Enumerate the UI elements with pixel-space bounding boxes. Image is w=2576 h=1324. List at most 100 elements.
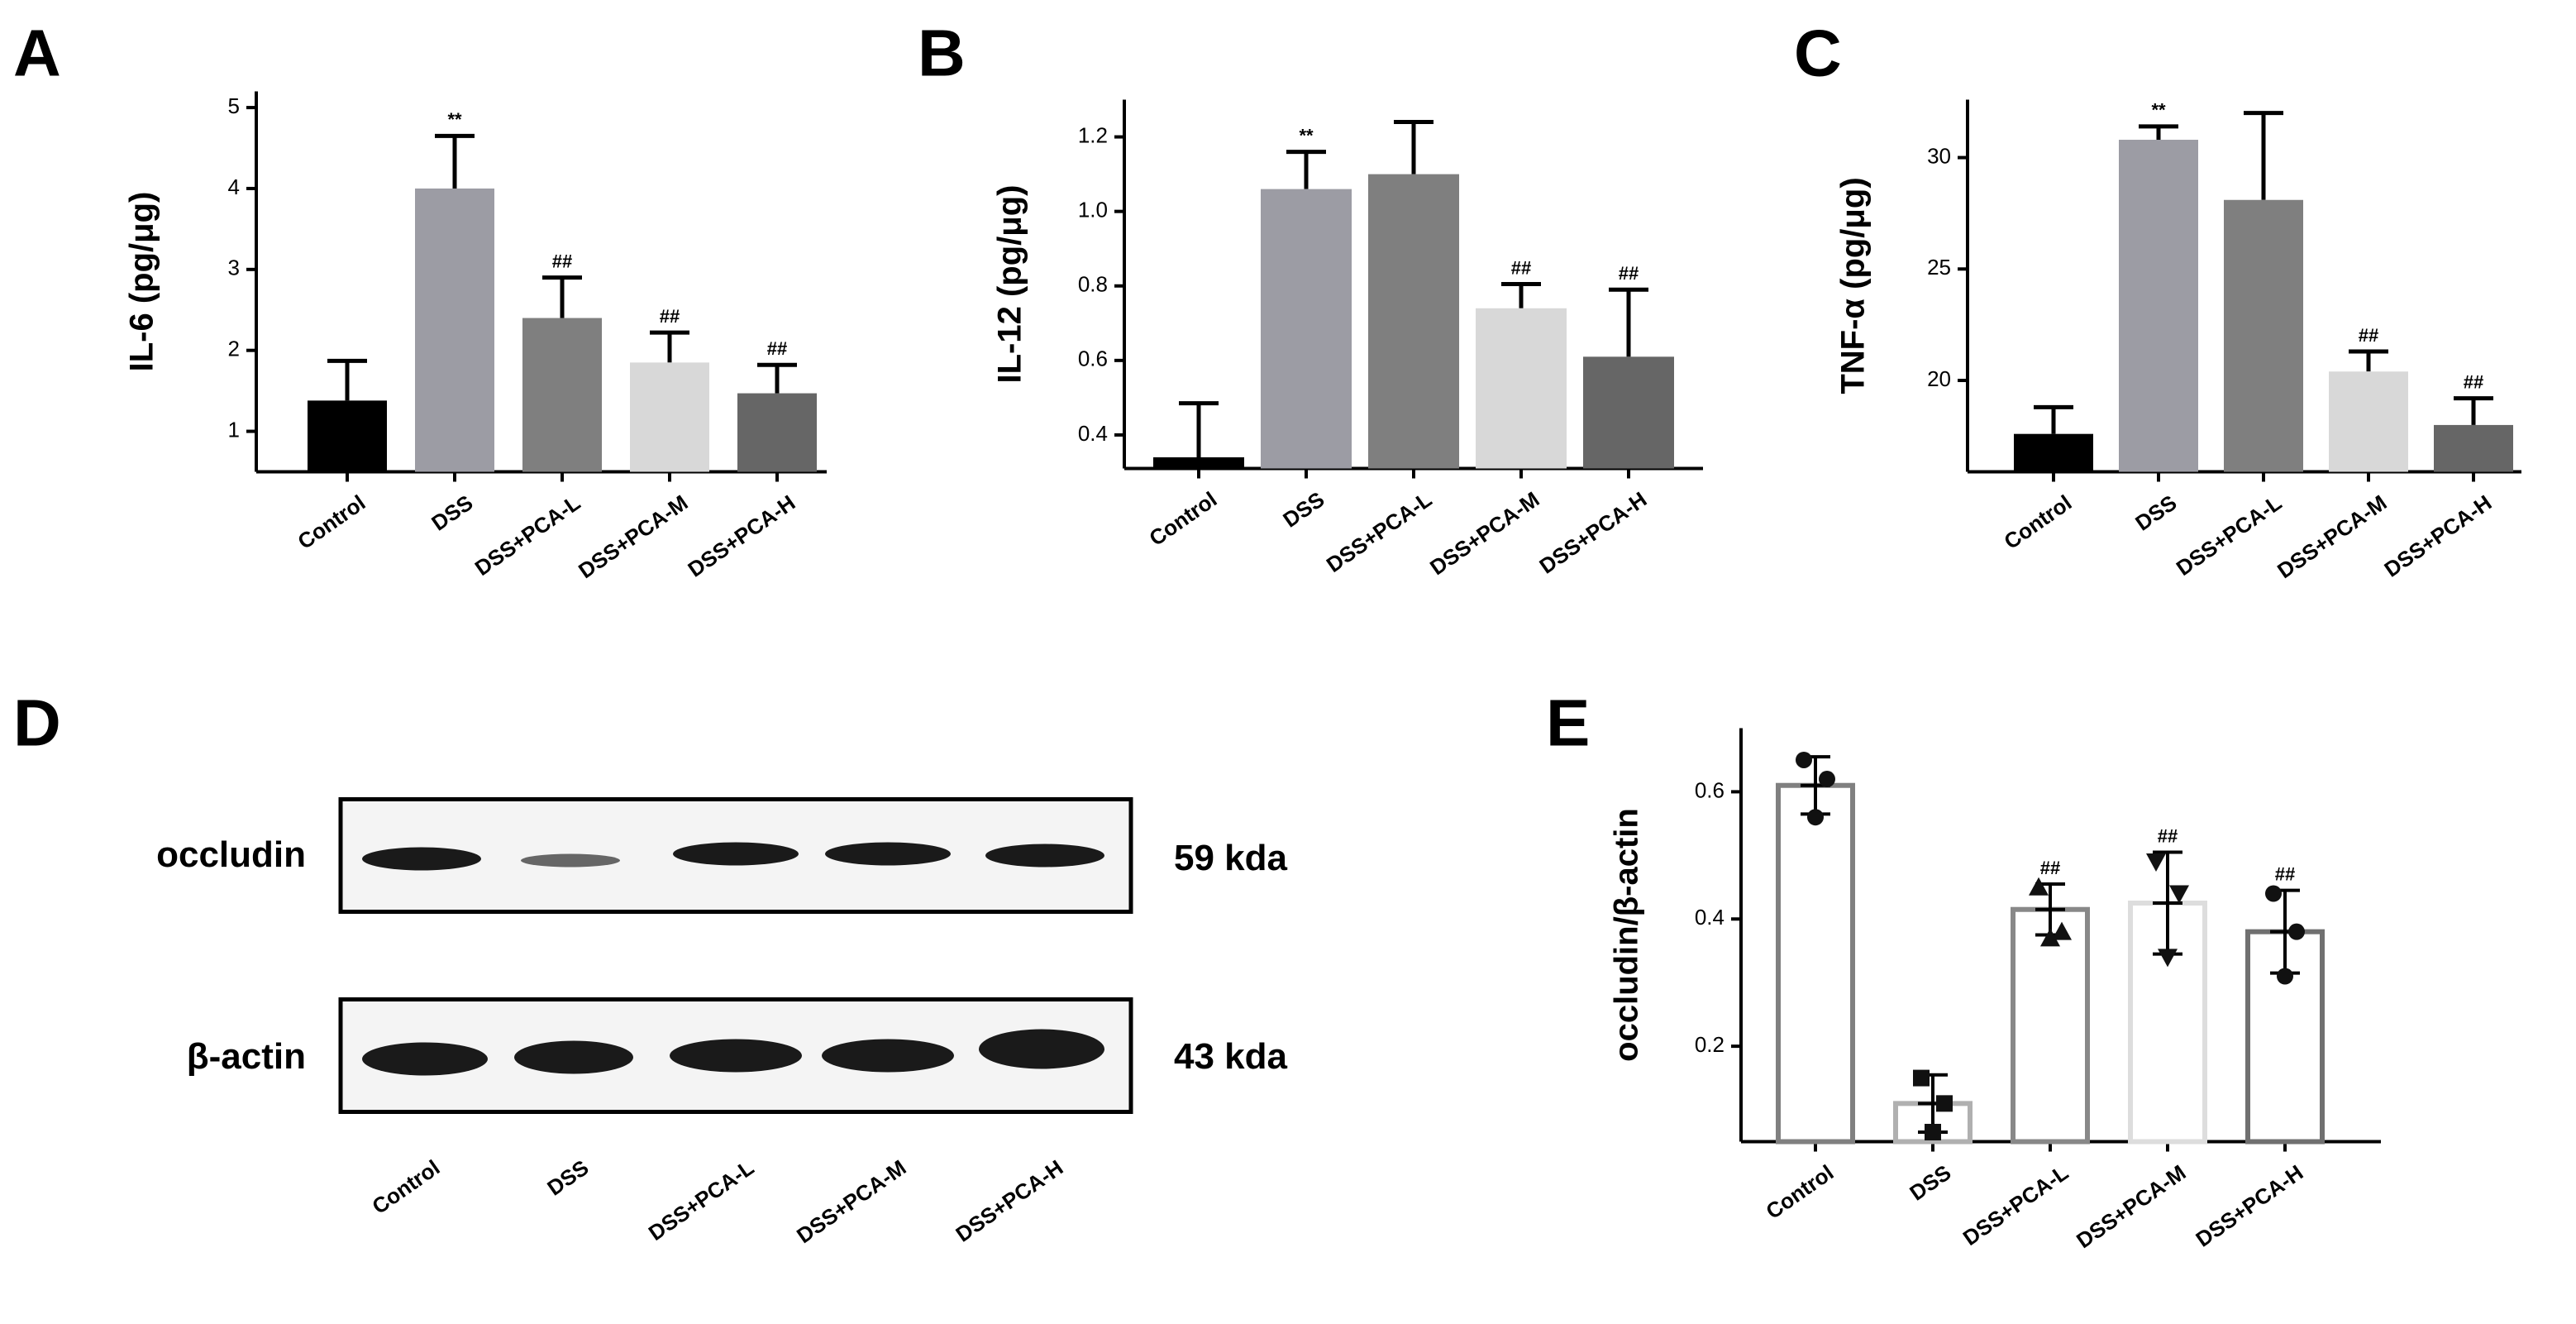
significance-label: ## [1619,263,1639,284]
significance-label: ## [660,306,680,327]
x-tick-label: DSS+PCA-L [470,490,585,581]
y-tick-label: 0.6 [1695,777,1724,802]
y-tick-label: 25 [1927,255,1951,280]
y-tick-label: 0.4 [1695,905,1724,930]
bar [1368,174,1459,469]
x-tick-label: DSS+PCA-L [1958,1159,2073,1250]
point [2146,853,2166,872]
y-tick-label: 0.6 [1078,347,1108,371]
lane-label: DSS+PCA-H [951,1154,1067,1246]
y-tick-label: 1.0 [1078,198,1108,222]
y-tick-label: 30 [1927,143,1951,168]
x-tick-label: DSS [1905,1159,1955,1205]
point [1925,1123,1941,1140]
panel-letter: B [918,17,966,90]
y-tick-label: 3 [228,256,240,280]
x-tick-label: DSS+PCA-H [1534,486,1651,578]
panel-letter: A [13,17,61,90]
chart-panel: C TNF-α (pg/μg) 20 25 30 Control DSS ** DSS+PCA-… [1794,17,2521,583]
x-tick-label: DSS+PCA-M [574,490,692,583]
x-tick-label: DSS [2130,490,2181,535]
point [2169,885,2189,904]
bar [308,400,387,472]
bar [2014,433,2093,472]
y-tick-label: 0.2 [1695,1032,1724,1057]
point [2052,921,2072,940]
bar [522,318,602,472]
y-tick-label: 0.8 [1078,272,1108,297]
point [2040,928,2060,947]
lane-label: DSS+PCA-M [792,1154,910,1248]
bar [2434,424,2513,472]
x-tick-label: DSS+PCA-H [2191,1159,2307,1251]
y-tick-label: 5 [228,93,240,118]
significance-label: ## [2158,825,2178,846]
bands [362,842,1104,1076]
lane-label: DSS [542,1154,593,1200]
significance-label: ## [2275,863,2295,884]
significance-label: ** [1299,125,1314,146]
bar [737,393,817,472]
y-tick-label: 4 [228,174,240,199]
point [1796,751,1812,768]
bar [2329,371,2408,472]
x-tick-label: DSS [427,490,477,535]
y-axis-label: TNF-α (pg/μg) [1835,177,1872,394]
bar [1261,189,1352,469]
point [2288,923,2305,940]
significance-label: ## [2359,325,2378,346]
x-tick-label: DSS [1278,486,1329,532]
x-tick-label: DSS+PCA-M [2273,490,2391,583]
x-tick-label: DSS+PCA-H [683,490,799,581]
significance-label: ## [767,338,787,359]
bar [415,188,494,472]
significance-label: ** [2151,100,2166,121]
x-tick-label: DSS+PCA-L [2172,490,2287,581]
bar [1153,456,1244,469]
chart-panel: A IL-6 (pg/μg) 1 2 3 4 5 Control DSS ** DSS+PCA-L #… [13,17,827,583]
x-tick-label: Control [1144,486,1221,551]
point [1807,809,1824,826]
x-tick-label: Control [1999,490,2076,554]
lane-label: DSS+PCA-L [644,1154,759,1245]
significance-label: ** [447,109,462,130]
significance-label: ## [1511,257,1531,278]
x-tick-label: Control [293,490,370,554]
panel-letter: E [1546,686,1590,760]
point [2265,885,2282,902]
panel-letter: D [13,686,61,760]
point [1936,1095,1953,1112]
point [2158,949,2178,968]
bar [1476,308,1567,469]
y-tick-label: 1.2 [1078,122,1108,147]
significance-label: ## [2040,858,2060,878]
y-axis-label: IL-12 (pg/μg) [992,185,1028,384]
bar [630,362,709,472]
x-tick-label: DSS+PCA-M [2072,1159,2190,1253]
x-tick-label: DSS+PCA-L [1322,486,1437,577]
band-size: 43 kda [1174,1036,1288,1077]
point [1913,1069,1930,1087]
x-tick-label: DSS+PCA-M [1425,486,1543,580]
panel-letter: C [1794,17,1842,90]
point [2277,968,2293,985]
significance-label: ## [2464,371,2483,392]
significance-label: ## [552,251,572,271]
row-label: β-actin [187,1036,306,1077]
bar [2224,199,2303,472]
y-axis-label: occludin/β-actin [1609,808,1645,1062]
chart-panel: B IL-12 (pg/μg) 0.4 0.6 0.8 1.0 1.2 Control DSS *… [918,17,1703,580]
y-tick-label: 20 [1927,366,1951,391]
blot-panel: D occludin β-actin 59 kda 43 kda [13,686,1288,1114]
bar [1776,782,1855,1145]
point [2029,877,2049,896]
lane-label: Control [367,1154,444,1219]
x-tick-label: Control [1761,1159,1838,1224]
point [1819,771,1835,788]
y-tick-label: 1 [228,417,240,442]
x-tick-label: DSS+PCA-H [2379,490,2496,581]
row-label: occludin [156,834,306,875]
y-tick-label: 2 [228,337,240,361]
y-axis-label: IL-6 (pg/μg) [124,192,160,372]
